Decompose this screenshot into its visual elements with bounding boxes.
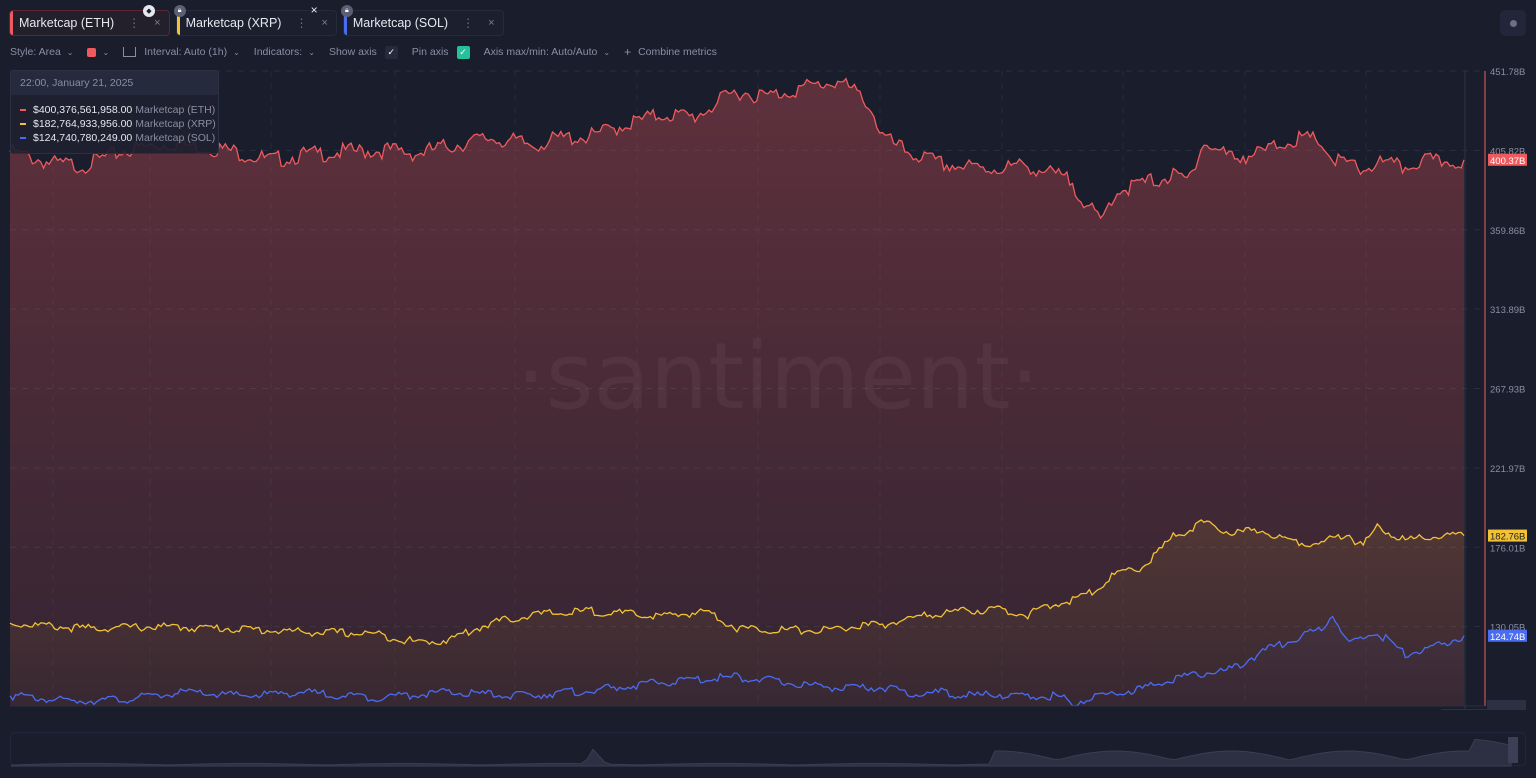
series-color-bar xyxy=(10,11,13,35)
marketcap-chart[interactable]: 451.78B 405.82B 359.86B 313.89B 267.93B 221.9… xyxy=(0,68,1536,710)
y-min-badge xyxy=(1487,700,1526,710)
close-icon[interactable]: × xyxy=(310,3,318,17)
y-tick-label: 313.89B xyxy=(1490,305,1525,316)
settings-button[interactable] xyxy=(1500,10,1526,36)
value-badge-sol xyxy=(1488,629,1527,642)
chevron-down-icon: ⌄ xyxy=(233,47,240,57)
series-area xyxy=(10,78,1464,707)
kebab-menu-icon[interactable]: ⋮ xyxy=(128,16,141,30)
combine-metrics-button[interactable]: + Combine metrics xyxy=(624,45,717,59)
indicators-dropdown[interactable]: Indicators: ⌄ xyxy=(254,46,315,58)
show-axis-toggle[interactable]: Show axis ✓ xyxy=(328,45,398,59)
y-tick-label: 359.86B xyxy=(1490,226,1525,237)
tooltip-value: $400,376,561,958.00 xyxy=(33,104,133,116)
style-label: Style: Area xyxy=(10,46,61,58)
value-badge-label: 124.74B xyxy=(1490,632,1525,643)
color-swatch xyxy=(87,47,97,57)
metric-tabs: Marketcap (ETH) ⋮ × ◆ Marketcap (XRP) ⋮ … xyxy=(9,3,504,37)
pin-axis-label: Pin axis xyxy=(411,46,449,58)
chevron-down-icon: ⌄ xyxy=(102,47,110,57)
tooltip-row-sol: $124,740,780,249.00 Marketcap (SOL) xyxy=(11,131,218,145)
chevron-down-icon: ⌄ xyxy=(66,47,74,57)
y-tick-label: 405.82B xyxy=(1490,146,1525,157)
tab-marketcap-xrp[interactable]: Marketcap (XRP) ⋮ × 🔒︎ × xyxy=(173,3,337,36)
chevron-down-icon: ⌄ xyxy=(308,47,315,57)
close-icon[interactable]: × xyxy=(154,17,161,29)
y-tick-label: 451.78B xyxy=(1490,68,1525,78)
y-tick-label: 176.01B xyxy=(1490,543,1525,554)
indicators-label: Indicators: xyxy=(253,46,303,58)
value-badge-label: 400.37B xyxy=(1490,156,1525,167)
ruler-icon xyxy=(123,47,137,57)
lock-icon[interactable]: 🔒︎ xyxy=(173,5,186,17)
tooltip-row-eth: $400,376,561,958.00 Marketcap (ETH) xyxy=(11,103,218,117)
navigator-handle[interactable] xyxy=(1508,737,1518,763)
series-dash xyxy=(20,109,26,111)
pin-axis-toggle[interactable]: Pin axis ✓ xyxy=(411,45,470,59)
series-line xyxy=(9,615,1465,707)
series-line xyxy=(9,77,1465,220)
close-icon[interactable]: × xyxy=(321,17,328,29)
lock-icon[interactable]: 🔒︎ xyxy=(340,5,353,17)
tooltip-value: $182,764,933,956.00 xyxy=(33,118,133,130)
plus-icon: + xyxy=(624,45,632,59)
value-badge-eth xyxy=(1488,153,1527,166)
series-line xyxy=(9,519,1465,646)
navigator-minichart xyxy=(10,737,1518,767)
chart-tooltip: 22:00, January 21, 2025 $400,376,561,958… xyxy=(10,70,219,154)
y-tick-label: 221.97B xyxy=(1490,464,1525,475)
series-area xyxy=(10,616,1464,706)
combine-label: Combine metrics xyxy=(638,46,717,58)
series-color-bar xyxy=(343,11,347,35)
kebab-menu-icon[interactable]: ⋮ xyxy=(295,16,308,30)
tooltip-series-name: Marketcap (XRP) xyxy=(135,118,216,130)
value-badge-label: 182.76B xyxy=(1490,532,1525,543)
pin-axis-checkbox[interactable]: ✓ xyxy=(456,45,470,59)
show-axis-checkbox[interactable]: ✓ xyxy=(384,45,398,59)
y-tick-label: 130.05B xyxy=(1490,623,1525,634)
series-dash xyxy=(20,123,26,125)
tab-label: Marketcap (XRP) xyxy=(185,16,282,30)
tooltip-series-name: Marketcap (ETH) xyxy=(135,104,216,116)
dot-icon xyxy=(1509,19,1517,27)
tooltip-value: $124,740,780,249.00 xyxy=(33,132,133,144)
tab-label: Marketcap (ETH) xyxy=(19,16,115,30)
axis-maxmin-label: Axis max/min: Auto/Auto xyxy=(483,46,598,58)
show-axis-label: Show axis xyxy=(328,46,377,58)
tooltip-row-xrp: $182,764,933,956.00 Marketcap (XRP) xyxy=(11,117,218,131)
style-dropdown[interactable]: Style: Area ⌄ xyxy=(10,46,73,58)
crosshair-x-badge xyxy=(1441,709,1487,710)
kebab-menu-icon[interactable]: ⋮ xyxy=(462,16,475,30)
series-area xyxy=(10,519,1464,706)
axis-maxmin-dropdown[interactable]: Axis max/min: Auto/Auto ⌄ xyxy=(484,46,611,58)
color-picker[interactable]: ⌄ xyxy=(87,47,110,57)
series-color-bar xyxy=(176,11,180,35)
tab-marketcap-eth[interactable]: Marketcap (ETH) ⋮ × ◆ xyxy=(9,5,170,36)
tab-marketcap-sol[interactable]: Marketcap (SOL) ⋮ × 🔒︎ xyxy=(340,5,504,36)
tooltip-datetime: 22:00, January 21, 2025 xyxy=(11,71,218,95)
value-badge-xrp xyxy=(1488,529,1527,542)
tab-label: Marketcap (SOL) xyxy=(352,16,449,30)
y-tick-label: 267.93B xyxy=(1490,385,1525,396)
interval-dropdown[interactable]: Interval: Auto (1h) ⌄ xyxy=(123,46,240,58)
series-dash xyxy=(20,137,26,139)
close-icon[interactable]: × xyxy=(488,17,495,29)
chart-toolbar: Style: Area ⌄ ⌄ Interval: Auto (1h) ⌄ Indi… xyxy=(10,44,731,60)
interval-label: Interval: Auto (1h) xyxy=(144,46,228,58)
ethereum-icon: ◆ xyxy=(143,5,155,17)
tooltip-series-name: Marketcap (SOL) xyxy=(135,132,216,144)
range-navigator[interactable] xyxy=(10,732,1526,767)
chevron-down-icon: ⌄ xyxy=(603,47,611,57)
